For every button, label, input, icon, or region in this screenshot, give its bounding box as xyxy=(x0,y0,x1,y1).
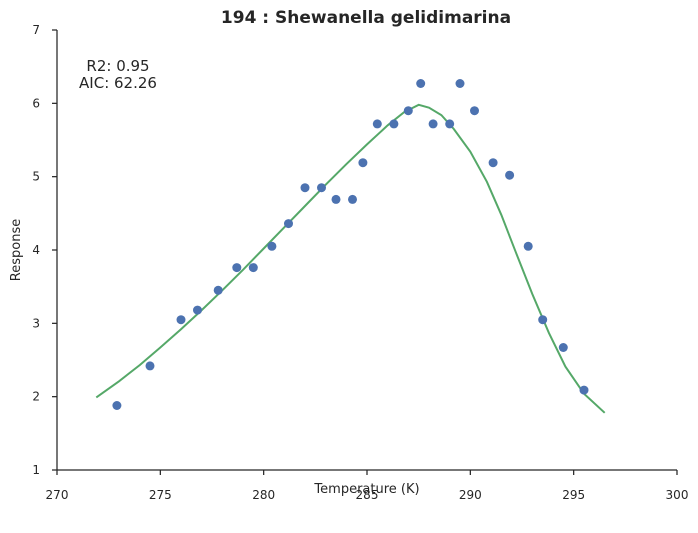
data-point xyxy=(358,158,368,168)
y-axis-ticks: 1 2 3 4 5 6 7 xyxy=(32,23,57,477)
data-point xyxy=(389,119,399,129)
y-tick-label: 3 xyxy=(32,316,40,330)
data-point xyxy=(348,194,357,204)
data-point xyxy=(558,343,568,352)
data-point xyxy=(232,263,242,273)
data-point xyxy=(317,183,326,193)
data-point xyxy=(112,401,122,410)
data-point xyxy=(403,106,413,116)
data-point xyxy=(505,170,515,180)
data-point xyxy=(284,219,293,229)
data-point xyxy=(523,241,533,251)
data-points xyxy=(112,79,589,410)
y-tick-label: 5 xyxy=(32,170,40,184)
data-point xyxy=(331,194,341,204)
fit-curve xyxy=(95,103,606,414)
x-tick-label: 280 xyxy=(252,488,275,502)
x-tick-label: 295 xyxy=(562,488,585,502)
x-tick-label: 300 xyxy=(666,488,689,502)
y-tick-label: 4 xyxy=(32,243,40,257)
y-tick-label: 7 xyxy=(32,23,40,37)
y-tick-label: 2 xyxy=(32,390,40,404)
data-point xyxy=(300,183,310,193)
y-axis-label: Response xyxy=(9,219,24,281)
x-tick-label: 275 xyxy=(149,488,172,502)
data-point xyxy=(248,263,258,273)
x-tick-label: 270 xyxy=(46,488,69,502)
x-tick-label: 290 xyxy=(459,488,482,502)
aic-annotation: AIC: 62.26 xyxy=(79,74,157,92)
data-point xyxy=(538,315,548,325)
data-point xyxy=(445,119,455,129)
data-point xyxy=(455,79,465,88)
data-point xyxy=(267,241,277,251)
data-point xyxy=(416,79,426,88)
x-axis-ticks: 270 275 280 285 290 295 300 xyxy=(46,470,689,502)
data-point xyxy=(176,315,186,325)
data-point xyxy=(213,285,223,295)
data-point xyxy=(470,106,479,116)
data-point xyxy=(145,361,155,371)
r2-annotation: R2: 0.95 xyxy=(86,57,149,75)
data-point xyxy=(579,385,589,395)
x-axis-label: Temperature (K) xyxy=(313,482,419,497)
data-point xyxy=(372,119,382,129)
y-tick-label: 6 xyxy=(32,96,40,110)
x-tick-label: 285 xyxy=(356,488,379,502)
y-tick-label: 1 xyxy=(32,463,40,477)
data-point xyxy=(193,305,202,315)
data-point xyxy=(428,119,438,129)
chart-title: 194 : Shewanella gelidimarina xyxy=(221,8,511,28)
data-point xyxy=(488,158,498,168)
